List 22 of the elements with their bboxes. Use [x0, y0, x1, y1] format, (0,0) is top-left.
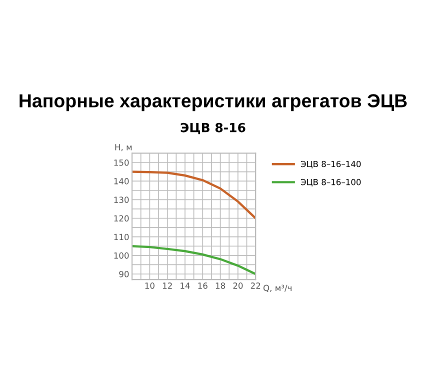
legend-label: ЭЦВ 8–16–100: [300, 178, 361, 186]
y-tick-label: 110: [114, 234, 129, 240]
y-axis-title: H, м: [115, 144, 132, 152]
legend-label: ЭЦВ 8–16–140: [300, 160, 361, 168]
x-tick-label: 10: [145, 282, 154, 289]
y-tick-label: 140: [114, 178, 129, 184]
x-tick-label: 22: [250, 282, 260, 289]
line-series: [132, 245, 256, 276]
x-axis-title: Q, м³/ч: [263, 284, 292, 292]
chart-subtitle: ЭЦВ 8-16: [180, 122, 246, 134]
x-tick-label: 12: [162, 282, 172, 289]
y-tick-label: 130: [114, 196, 129, 203]
x-tick-label: 16: [198, 282, 208, 289]
y-tick-label: 90: [119, 270, 129, 278]
x-tick-label: 20: [233, 282, 243, 289]
line-series: [132, 170, 256, 220]
y-tick-label: 150: [114, 159, 129, 166]
chart-title: Напорные характеристики агрегатов ЭЦВ: [20, 94, 407, 112]
x-tick-label: 14: [180, 282, 190, 289]
x-tick-label: 18: [216, 282, 226, 289]
y-tick-label: 120: [114, 215, 129, 222]
y-tick-label: 100: [114, 252, 129, 259]
